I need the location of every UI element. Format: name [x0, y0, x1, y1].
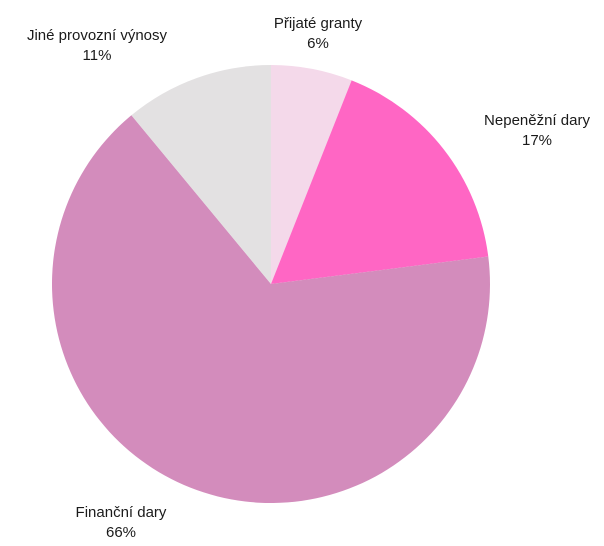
pie-slice-jine-provozni-vynosy: [131, 65, 271, 284]
slice-label-nepenezni-dary: Nepeněžní dary: [484, 112, 590, 129]
slice-label-financni-dary: Finanční dary: [76, 504, 167, 521]
slice-label-prijate-granty: Přijaté granty: [274, 15, 363, 32]
slices-layer: [51, 65, 490, 504]
slice-value-label-jine-provozni-vynosy: 11%: [83, 47, 112, 64]
labels-layer: Přijaté granty 6% Nepeněžní dary 17% Finančn…: [27, 15, 590, 541]
slice-label-jine-provozni-vynosy: Jiné provozní výnosy: [27, 27, 168, 44]
pie-slice-financni-dary: [51, 115, 490, 504]
slice-value-label-nepenezni-dary: 17%: [522, 132, 552, 149]
pie-slice-nepenezni-dary: [271, 80, 489, 284]
slice-value-label-prijate-granty: 6%: [307, 35, 329, 52]
pie-slice-prijate-granty: [271, 65, 352, 284]
slice-value-label-financni-dary: 66%: [106, 524, 136, 541]
